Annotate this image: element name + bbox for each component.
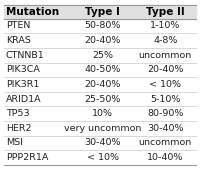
Text: 10-40%: 10-40% bbox=[147, 153, 183, 162]
Text: 4-8%: 4-8% bbox=[153, 36, 177, 45]
Text: 25-50%: 25-50% bbox=[85, 95, 121, 104]
Text: MSI: MSI bbox=[6, 138, 23, 147]
Text: PIK3CA: PIK3CA bbox=[6, 65, 40, 74]
Text: PPP2R1A: PPP2R1A bbox=[6, 153, 48, 162]
Text: TP53: TP53 bbox=[6, 109, 30, 118]
Text: CTNNB1: CTNNB1 bbox=[6, 51, 45, 60]
Text: 25%: 25% bbox=[92, 51, 113, 60]
Text: 20-40%: 20-40% bbox=[85, 36, 121, 45]
Bar bbox=[4, 5, 196, 19]
Text: ARID1A: ARID1A bbox=[6, 95, 42, 104]
Text: uncommon: uncommon bbox=[139, 51, 192, 60]
Text: 40-50%: 40-50% bbox=[85, 65, 121, 74]
Text: HER2: HER2 bbox=[6, 124, 32, 133]
Text: < 10%: < 10% bbox=[87, 153, 119, 162]
Text: 80-90%: 80-90% bbox=[147, 109, 183, 118]
Text: PTEN: PTEN bbox=[6, 21, 30, 30]
Text: uncommon: uncommon bbox=[139, 138, 192, 147]
Text: Type I: Type I bbox=[85, 7, 120, 17]
Text: Type II: Type II bbox=[146, 7, 185, 17]
Text: 50-80%: 50-80% bbox=[85, 21, 121, 30]
Text: PIK3R1: PIK3R1 bbox=[6, 80, 39, 89]
Text: 30-40%: 30-40% bbox=[147, 124, 184, 133]
Text: KRAS: KRAS bbox=[6, 36, 31, 45]
Text: very uncommon: very uncommon bbox=[64, 124, 142, 133]
Text: < 10%: < 10% bbox=[149, 80, 181, 89]
Text: 20-40%: 20-40% bbox=[147, 65, 183, 74]
Text: 5-10%: 5-10% bbox=[150, 95, 180, 104]
Text: 30-40%: 30-40% bbox=[85, 138, 121, 147]
Text: 20-40%: 20-40% bbox=[85, 80, 121, 89]
Text: 10%: 10% bbox=[92, 109, 113, 118]
Text: Mutation: Mutation bbox=[6, 7, 59, 17]
Text: 1-10%: 1-10% bbox=[150, 21, 180, 30]
